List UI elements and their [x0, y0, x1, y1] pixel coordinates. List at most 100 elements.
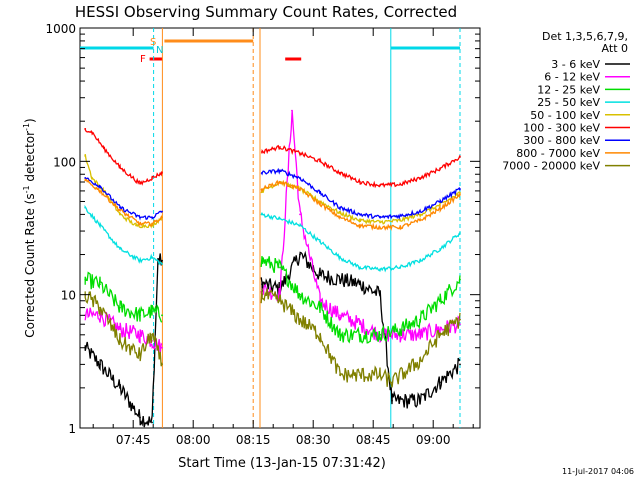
data-point-0-0-1: [99, 363, 101, 366]
series-line-5-1: [261, 144, 461, 189]
data-point-5-1-9: [439, 167, 441, 170]
series-line-2-1: [260, 255, 461, 344]
legend-label-1: 6 - 12 keV: [544, 71, 600, 84]
flag-s-label: S: [150, 37, 156, 48]
plot-area: 07:45 08:00 08:15 08:30 08:45 09:00 1 10 100 100…: [45, 22, 481, 447]
y-axis-label: Corrected Count Rate (s-1 detector-1): [22, 118, 37, 337]
y-axis-ticks: 1 10 100 1000: [45, 22, 480, 436]
data-point-5-0-5: [151, 177, 153, 179]
data-point-0-1-3: [319, 274, 321, 277]
data-point-2-1-0: [261, 259, 263, 262]
data-point-3-1-5: [359, 266, 361, 269]
series-line-5-0: [84, 128, 163, 186]
data-point-0-1-2: [299, 253, 301, 256]
plot-frame: [79, 27, 481, 429]
data-point-7-1-5: [359, 224, 361, 227]
data-point-3-0-5: [161, 263, 163, 265]
flag-f-label: F: [140, 54, 146, 65]
series-line-7-0: [84, 178, 163, 227]
data-point-3-0-4: [151, 256, 153, 259]
legend-label-5: 100 - 300 keV: [523, 122, 600, 135]
data-point-7-1-10: [459, 194, 461, 196]
data-point-5-0-0: [84, 128, 87, 130]
data-point-4-1-5: [359, 219, 361, 222]
y-tick-label-1: 10: [61, 289, 76, 303]
data-point-7-1-3: [319, 202, 321, 205]
data-point-2-0-4: [151, 310, 153, 313]
data-point-8-1-10: [459, 318, 461, 321]
data-point-2-0-1: [99, 283, 101, 286]
x-tick-label-4: 08:45: [356, 433, 391, 447]
data-point-3-1-3: [319, 240, 321, 243]
data-point-7-1-1: [279, 181, 281, 183]
x-tick-label-0: 07:45: [116, 433, 151, 447]
data-point-7-0-4: [151, 222, 153, 225]
legend-label-6: 300 - 800 keV: [523, 134, 600, 147]
y-tick-label-2: 100: [53, 155, 76, 169]
x-tick-label-3: 08:30: [296, 433, 331, 447]
data-point-6-0-1: [99, 185, 101, 188]
data-point-8-1-8: [419, 359, 421, 362]
data-point-3-1-2: [299, 224, 301, 227]
legend-header-line2: Att 0: [602, 42, 628, 55]
legend-label-4: 50 - 100 keV: [530, 109, 600, 122]
data-point-1-1-5: [339, 314, 341, 317]
series-line-8-0: [84, 291, 163, 367]
data-point-3-1-4: [339, 256, 341, 259]
data-point-7-1-2: [299, 188, 301, 190]
data-point-2-1-3: [319, 306, 321, 309]
data-point-0-1-7: [391, 399, 393, 402]
series-3: [84, 204, 461, 273]
data-point-2-0-3: [139, 314, 141, 317]
series-line-8-1: [260, 288, 461, 388]
data-point-0-0-4: [151, 421, 153, 424]
data-point-3-1-6: [379, 268, 381, 271]
data-point-1-1-2: [291, 109, 293, 112]
series-line-0-0: [84, 253, 163, 428]
data-point-3-1-1: [279, 218, 281, 220]
data-point-7-1-6: [379, 226, 381, 229]
data-point-8-1-5: [359, 374, 361, 376]
data-point-4-0-1: [91, 177, 93, 179]
series-6: [84, 167, 461, 221]
data-point-6-1-5: [359, 213, 361, 216]
data-point-8-1-0: [261, 293, 263, 296]
data-point-1-0-5: [161, 346, 163, 349]
series-line-4-1: [260, 179, 461, 226]
data-point-6-0-2: [119, 206, 121, 209]
series-line-0-1: [260, 250, 461, 409]
legend-label-0: 3 - 6 keV: [551, 58, 600, 71]
data-point-7-1-0: [261, 188, 263, 190]
data-point-8-1-1: [279, 299, 281, 302]
data-point-5-0-6: [161, 171, 163, 174]
y-tick-label-0: 1: [68, 422, 76, 436]
data-point-5-1-3: [319, 160, 321, 163]
data-point-1-1-9: [419, 333, 421, 336]
series-8: [84, 288, 461, 388]
timestamp: 11-Jul-2017 04:06: [562, 467, 634, 476]
data-point-8-0-3: [139, 354, 141, 357]
data-point-5-0-3: [119, 166, 121, 169]
data-point-4-0-0: [84, 154, 87, 157]
data-point-3-0-3: [139, 259, 141, 262]
data-point-8-0-1: [99, 306, 101, 309]
x-tick-label-1: 08:00: [176, 433, 211, 447]
data-point-2-1-7: [399, 328, 401, 331]
data-point-0-0-3: [139, 416, 141, 419]
legend-label-3: 25 - 50 keV: [537, 96, 600, 109]
data-point-7-0-5: [161, 216, 163, 219]
data-point-2-1-6: [379, 333, 381, 336]
data-point-7-0-1: [99, 190, 101, 192]
data-point-4-1-7: [399, 219, 401, 222]
x-axis-label: Start Time (13-Jan-15 07:31:42): [178, 456, 386, 471]
data-point-7-1-4: [339, 216, 341, 219]
data-point-1-0-2: [119, 328, 121, 331]
legend-label-2: 12 - 25 keV: [537, 83, 600, 96]
legend-label-8: 7000 - 20000 keV: [502, 160, 600, 173]
data-point-2-1-5: [359, 333, 361, 336]
series-1: [84, 109, 461, 354]
x-axis-ticks: 07:45 08:00 08:15 08:30 08:45 09:00: [92, 28, 474, 447]
data-point-4-1-4: [339, 212, 341, 214]
